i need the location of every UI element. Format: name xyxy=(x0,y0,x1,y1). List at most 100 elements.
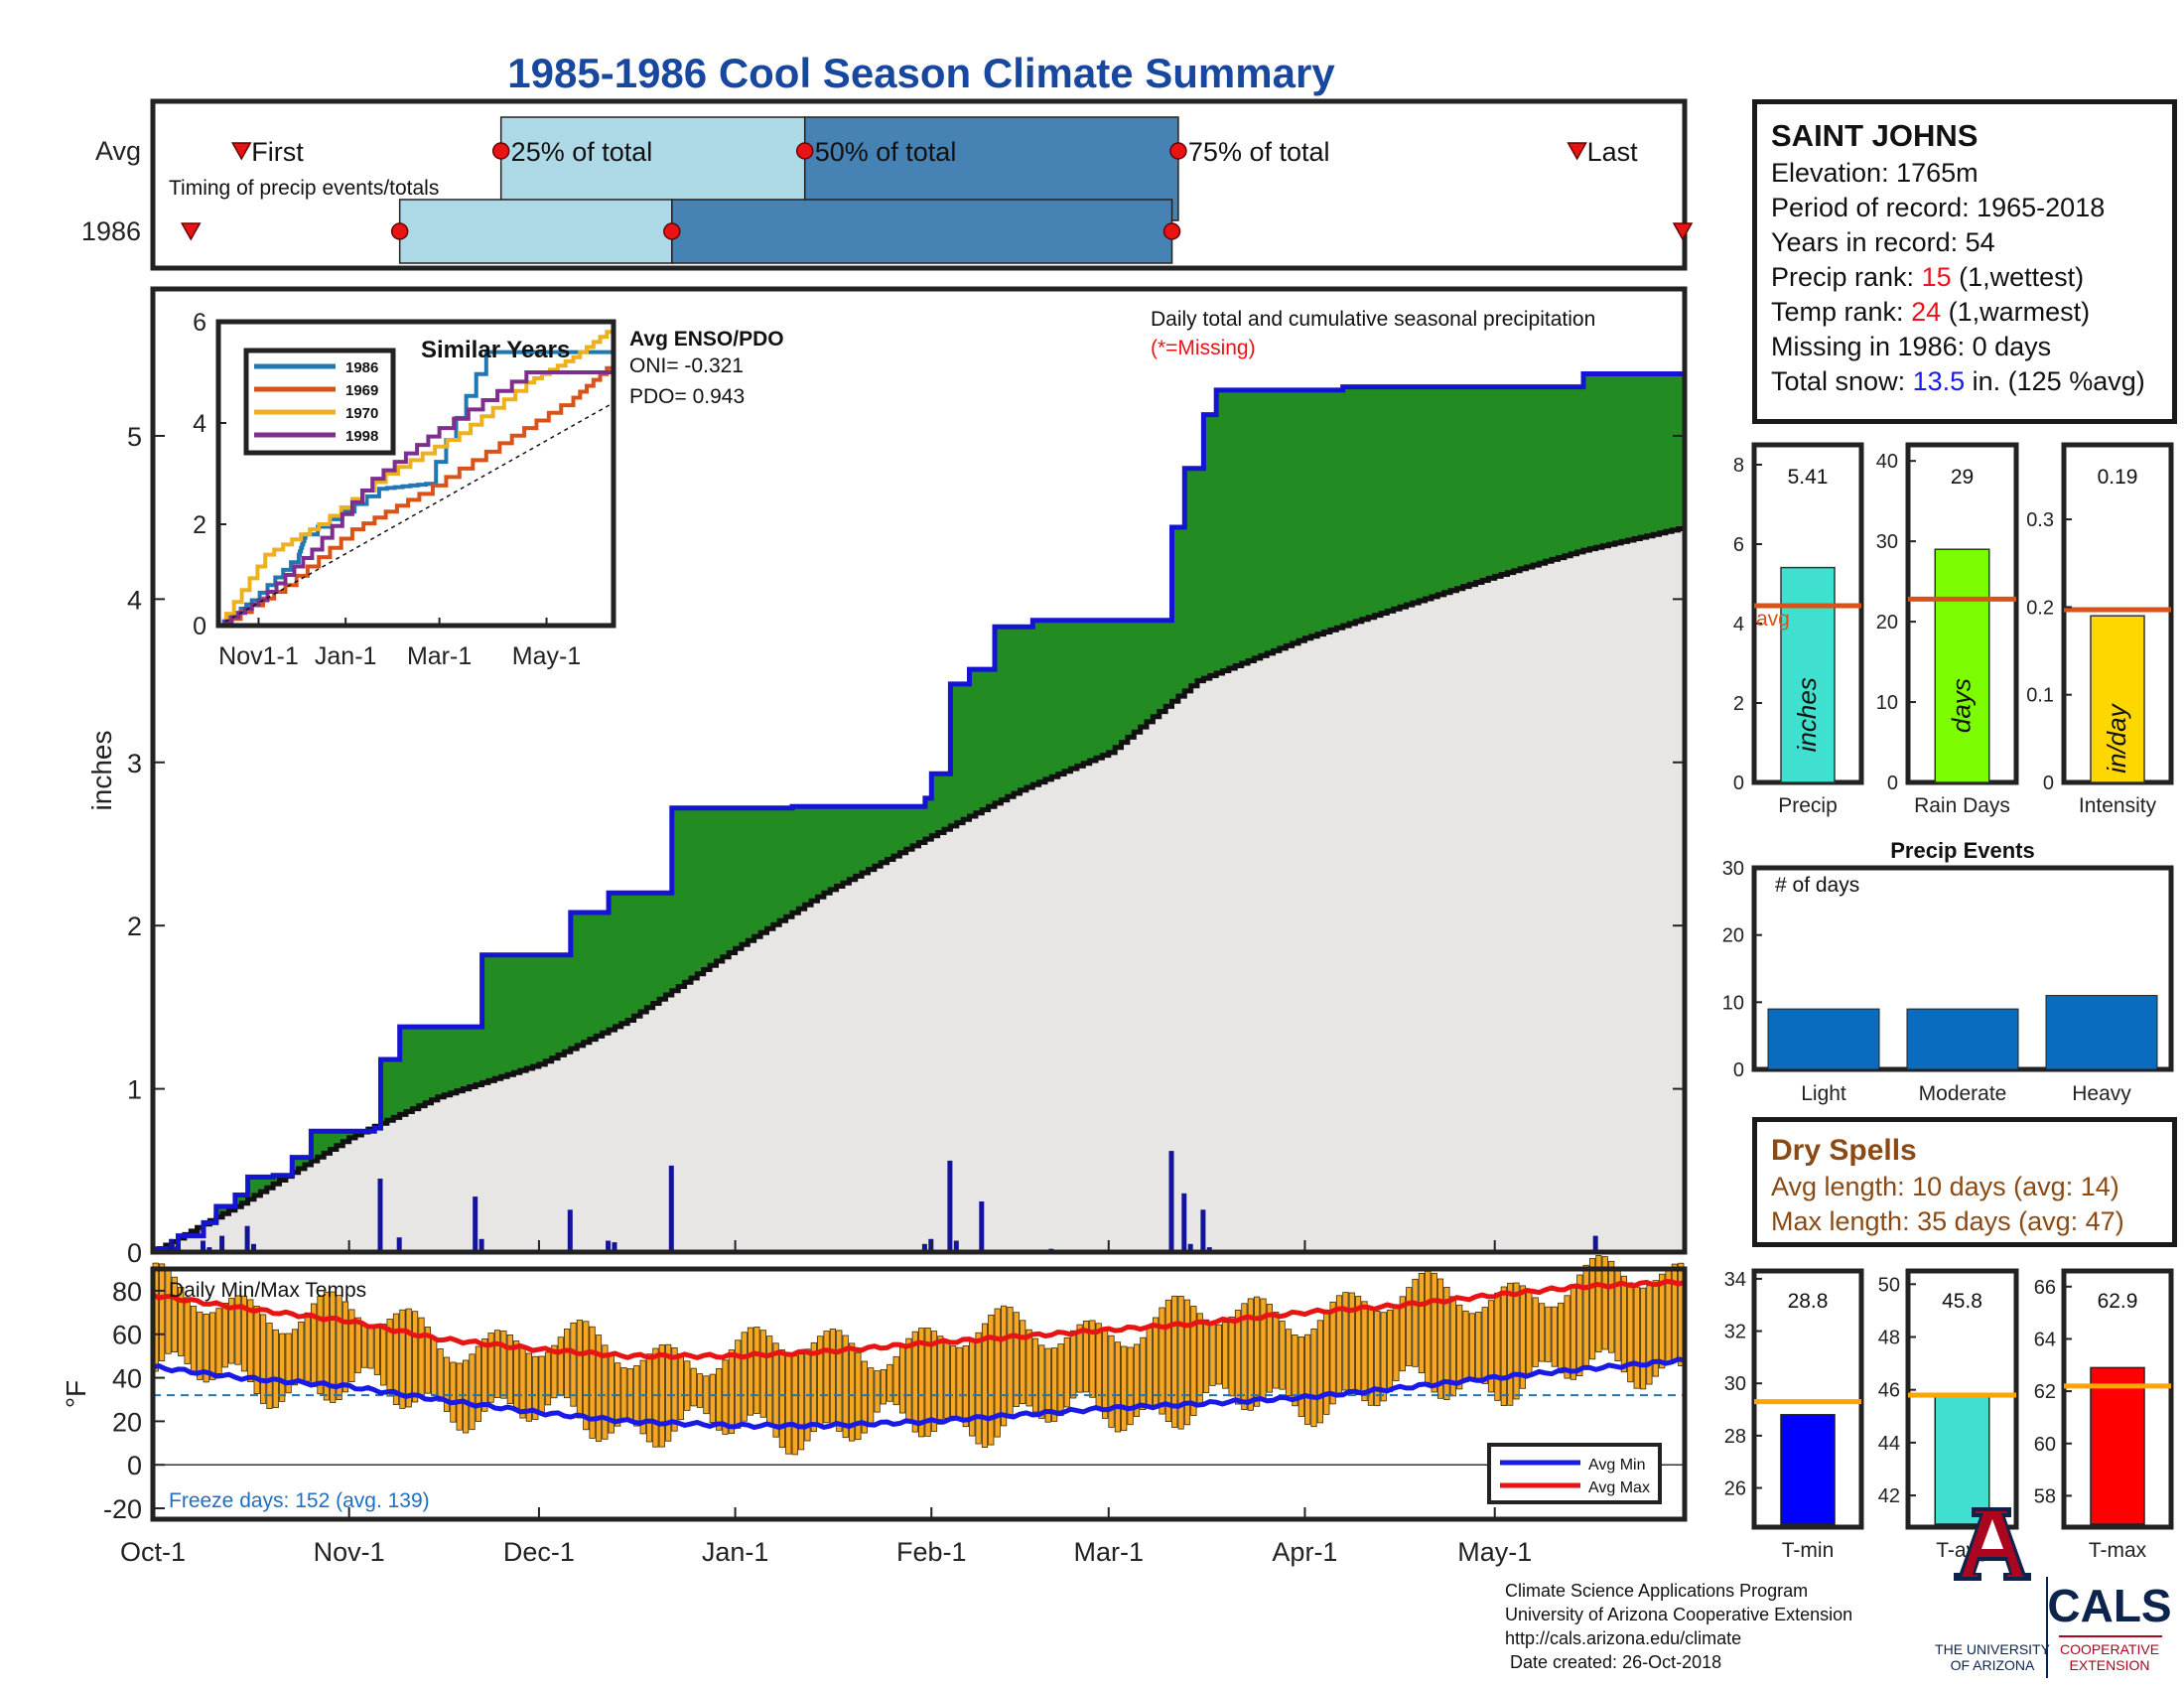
x-tick-label: Apr-1 xyxy=(1272,1537,1337,1567)
daily-temp-bar xyxy=(240,1295,248,1372)
daily-temp-bar xyxy=(208,1312,216,1380)
daily-temp-bar xyxy=(1044,1347,1051,1423)
daily-precip-bar xyxy=(947,1160,953,1252)
daily-temp-bar xyxy=(810,1341,817,1433)
daily-temp-bar xyxy=(336,1295,342,1400)
daily-temp-bar xyxy=(386,1319,393,1397)
daily-temp-bar xyxy=(849,1342,856,1442)
daily-precip-bar xyxy=(1592,1235,1598,1252)
daily-temp-bar xyxy=(469,1353,476,1431)
daily-temp-bar xyxy=(354,1317,361,1373)
daily-temp-bar xyxy=(1292,1335,1298,1407)
t-min-y-tick-label: 34 xyxy=(1724,1269,1746,1291)
daily-temp-bar xyxy=(1436,1278,1444,1399)
timing-caption: Timing of precip events/totals xyxy=(169,177,439,200)
daily-temp-bar xyxy=(1507,1282,1514,1406)
inset-legend: 1986 1969 1970 1998 xyxy=(243,348,396,456)
timing-marker-q25 xyxy=(390,222,409,240)
daily-temp-bar xyxy=(392,1313,400,1405)
t-max-y-tick-label: 66 xyxy=(2034,1277,2056,1299)
daily-temp-bar xyxy=(215,1308,222,1374)
timing-label-last: Last xyxy=(1587,137,1639,167)
temp-y-tick-label: 20 xyxy=(112,1407,142,1437)
daily-temp-bar xyxy=(861,1360,868,1434)
daily-temp-bar xyxy=(234,1295,241,1365)
daily-temp-bar xyxy=(304,1312,311,1382)
daily-precip-bar xyxy=(921,1243,927,1252)
daily-temp-bar xyxy=(1241,1303,1248,1411)
daily-temp-bar xyxy=(437,1348,444,1402)
daily-temp-bar xyxy=(665,1343,672,1442)
main-annotation: Daily total and cumulative seasonal prec… xyxy=(1151,308,1595,331)
daily-temp-bar xyxy=(766,1336,773,1427)
daily-temp-bar xyxy=(684,1360,691,1411)
timing-marker-q50 xyxy=(795,142,814,160)
daily-temp-bar xyxy=(475,1345,482,1422)
daily-temp-bar xyxy=(259,1314,267,1404)
temp-legend: Avg Min Avg Max xyxy=(1487,1443,1662,1504)
daily-temp-bar xyxy=(1526,1291,1533,1377)
daily-temp-bar xyxy=(1640,1287,1647,1390)
daily-temp-bar xyxy=(836,1330,843,1432)
precip-y-tick-label: 6 xyxy=(1733,534,1744,556)
daily-temp-bar xyxy=(1532,1297,1539,1367)
temp-y-tick-label: 40 xyxy=(112,1364,142,1394)
daily-temp-bar xyxy=(1222,1322,1229,1389)
daily-temp-bar xyxy=(785,1353,792,1455)
daily-precip-bar xyxy=(606,1240,612,1252)
average-cumulative-area xyxy=(153,527,1685,1252)
daily-temp-bar xyxy=(1310,1329,1317,1428)
daily-temp-bar xyxy=(1558,1302,1565,1374)
daily-temp-bar xyxy=(956,1346,963,1420)
daily-temp-bar xyxy=(1576,1274,1583,1376)
inset-plot-frame xyxy=(215,319,616,629)
timing-marker-first xyxy=(230,142,252,161)
inset-y-tick-label: 0 xyxy=(193,613,206,640)
daily-temp-bar xyxy=(943,1340,950,1419)
daily-temp-bar xyxy=(950,1345,957,1417)
daily-temp-bar xyxy=(823,1331,830,1424)
observed-cumulative-line xyxy=(153,368,1688,1252)
above-average-area xyxy=(153,368,1685,1253)
daily-precip-bar xyxy=(567,1209,573,1252)
intensity-category-label: Intensity xyxy=(2079,794,2157,817)
precip-events-bar-light xyxy=(1767,1008,1880,1070)
x-tick-label: Nov-1 xyxy=(314,1537,385,1567)
daily-precip-bar xyxy=(251,1243,256,1252)
daily-temp-bar xyxy=(1203,1319,1210,1393)
daily-temp-bar xyxy=(1633,1286,1640,1389)
daily-temp-bar xyxy=(487,1333,494,1403)
avg-max-line xyxy=(152,1278,1686,1361)
precip-avg-label: avg xyxy=(1756,608,1790,631)
daily-temp-bar xyxy=(791,1355,798,1456)
daily-temp-bar xyxy=(595,1335,603,1442)
daily-precip-bar xyxy=(473,1196,478,1252)
inset-x-tick-label: May-1 xyxy=(512,642,581,670)
t-min-y-tick-label: 26 xyxy=(1724,1478,1746,1500)
daily-temp-bar xyxy=(1386,1310,1394,1392)
daily-temp-bar xyxy=(1361,1301,1368,1402)
daily-temp-bar xyxy=(842,1335,849,1439)
daily-temp-bar xyxy=(291,1329,299,1386)
daily-temp-bar xyxy=(1608,1260,1615,1353)
daily-temp-bar xyxy=(279,1333,286,1402)
daily-temp-bar xyxy=(1329,1301,1336,1405)
daily-temp-bar xyxy=(1412,1278,1419,1367)
daily-precip-bar xyxy=(201,1240,205,1252)
daily-temp-bar xyxy=(1425,1270,1432,1383)
daily-temp-bar xyxy=(994,1308,1001,1438)
daily-temp-bar xyxy=(171,1276,178,1352)
daily-temp-bar xyxy=(1102,1329,1109,1419)
daily-temp-bar xyxy=(937,1336,944,1425)
daily-temp-bar xyxy=(228,1298,235,1364)
university-of-arizona-logo: THE UNIVERSITY OF ARIZONA xyxy=(1935,1507,2051,1673)
t-avg-y-tick-label: 46 xyxy=(1878,1380,1900,1402)
t-avg-y-tick-label: 42 xyxy=(1878,1485,1900,1507)
daily-precip-bar xyxy=(1187,1243,1193,1252)
station-snow: Total snow: 13.5 in. (125 %avg) xyxy=(1771,364,2148,399)
daily-temp-bar xyxy=(1190,1306,1197,1416)
temp-plot-frame xyxy=(150,1266,1688,1522)
daily-temp-bar xyxy=(1342,1292,1349,1391)
daily-temp-bar xyxy=(1468,1313,1475,1378)
